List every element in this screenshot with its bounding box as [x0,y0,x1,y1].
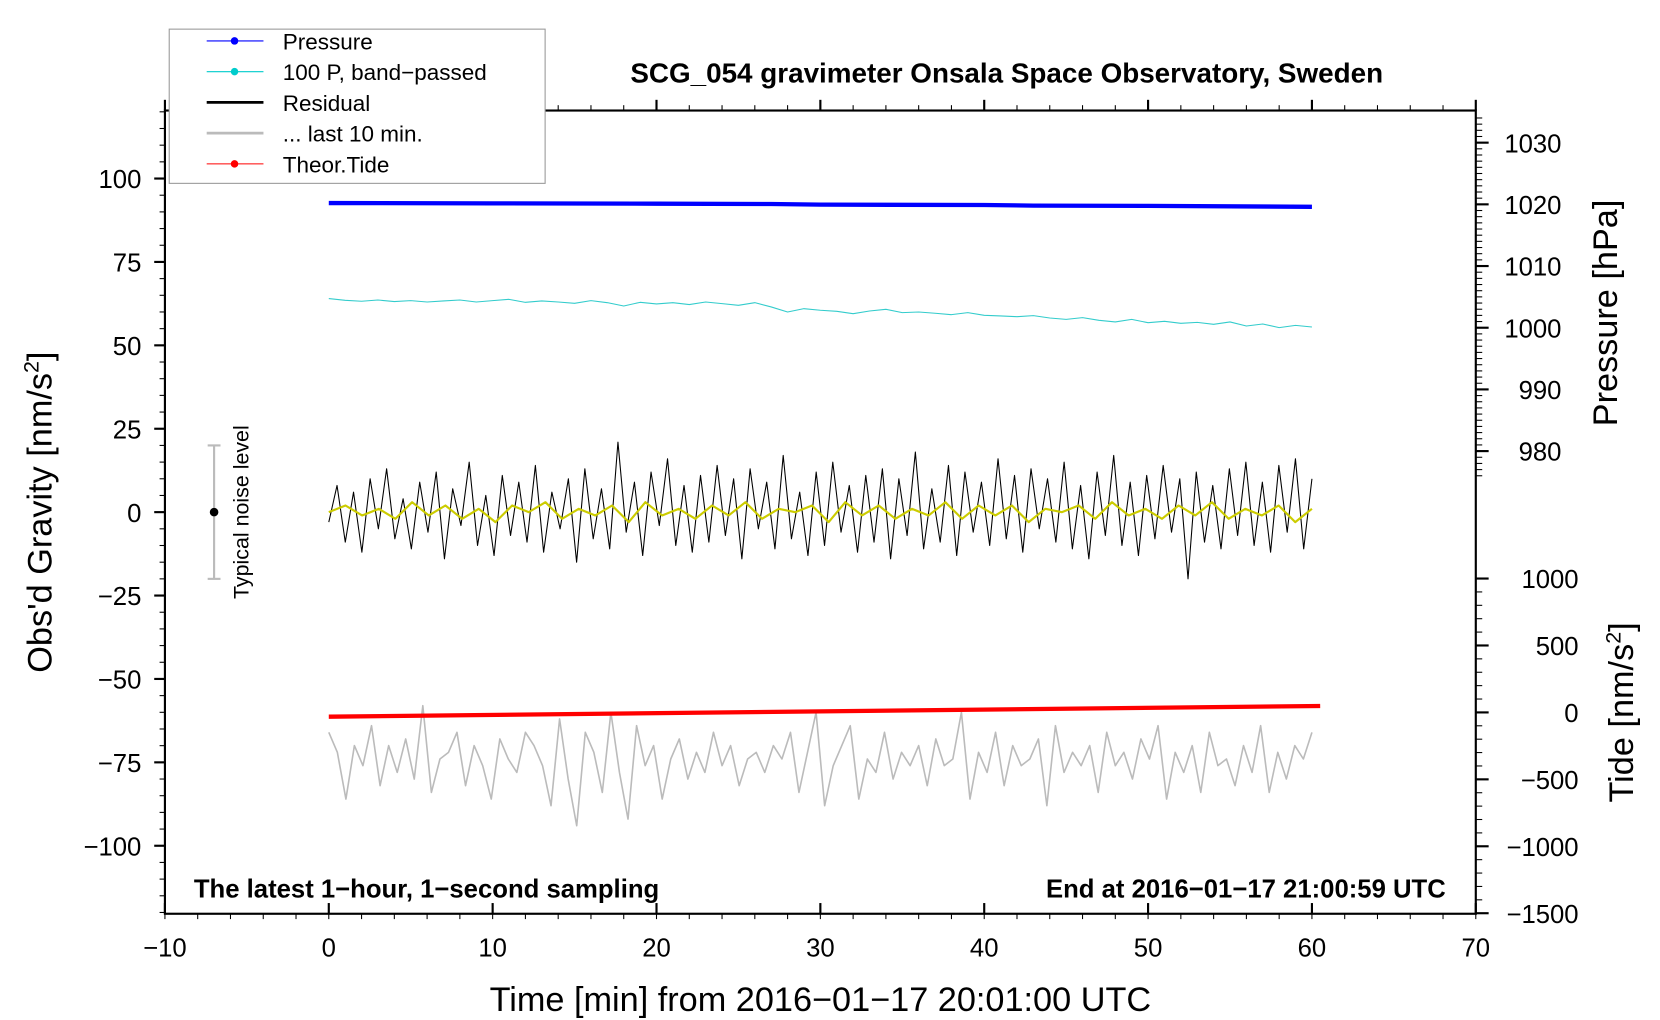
x-tick-label: 0 [322,935,336,963]
tide-tick-label: −1000 [1506,834,1578,862]
legend: Pressure 100 P, band−passed Residual ... la… [168,28,546,184]
legend-box [168,28,546,184]
x-tick-label: −10 [143,935,187,963]
series--last-10-min- [328,704,1313,827]
legend-label: Pressure [283,29,373,54]
tide-tick-label: 500 [1536,633,1579,661]
legend-marker [230,67,239,76]
tide-tick-label: 1000 [1521,566,1578,594]
pressure-tick-label: 1030 [1504,130,1561,158]
y-axis-tide-label: Tide [nm/s2] [1601,622,1641,802]
y-left-tick-label: 0 [127,500,141,528]
plot-area [207,200,1321,827]
y-left-tick-label: −25 [98,583,142,611]
y-left-tick-label: 50 [113,333,142,361]
tide-tick-label: 0 [1564,700,1578,728]
noise-level-dot [209,507,219,517]
x-tick-label: 60 [1298,935,1327,963]
pressure-tick-label: 1010 [1504,254,1561,282]
series-residual-smoothed [328,501,1313,524]
chart-title: SCG_054 gravimeter Onsala Space Observat… [630,58,1383,89]
y-left-tick-label: 100 [99,166,142,194]
annotation-sampling: The latest 1−hour, 1−second sampling [194,876,659,904]
annotation-end-time: End at 2016−01−17 21:00:59 UTC [1046,876,1446,904]
x-tick-label: 10 [478,935,507,963]
y-left-tick-label: 25 [113,416,142,444]
pressure-tick-label: 980 [1519,439,1562,467]
y-left-tick-label: −50 [98,667,142,695]
tide-tick-label: −500 [1521,767,1579,795]
pressure-tick-label: 1000 [1504,315,1561,343]
series-residual [328,441,1313,580]
legend-marker [230,37,239,45]
x-axis-label: Time [min] from 2016−01−17 20:01:00 UTC [490,981,1152,1019]
x-tick-label: 50 [1134,935,1163,963]
legend-label: ... last 10 min. [283,122,423,147]
series-100-p-band-passed [328,298,1312,329]
pressure-tick-label: 1020 [1504,192,1561,220]
tide-tick-label: −1500 [1506,901,1578,929]
y-left-tick-label: −75 [98,750,142,778]
noise-level-label: Typical noise level [229,425,253,599]
series-theor-tide [328,703,1321,719]
x-tick-label: 70 [1462,935,1491,963]
y-left-tick-label: −100 [83,833,141,861]
legend-label: Theor.Tide [283,152,390,177]
legend-label: 100 P, band−passed [283,60,487,85]
legend-label: Residual [283,91,371,116]
x-tick-label: 40 [970,935,999,963]
x-tick-label: 20 [642,935,671,963]
pressure-tick-label: 990 [1519,377,1562,405]
y-left-tick-label: 75 [113,250,142,278]
series-pressure [328,200,1312,209]
y-axis-pressure-label: Pressure [hPa] [1587,200,1625,427]
legend-marker [230,160,239,168]
x-tick-label: 30 [806,935,835,963]
axes: −10 0 10 20 30 40 50 60 701007550250−25−50−75−10… [83,99,1579,963]
y-axis-left-label: Obs'd Gravity [nm/s2] [20,352,60,673]
